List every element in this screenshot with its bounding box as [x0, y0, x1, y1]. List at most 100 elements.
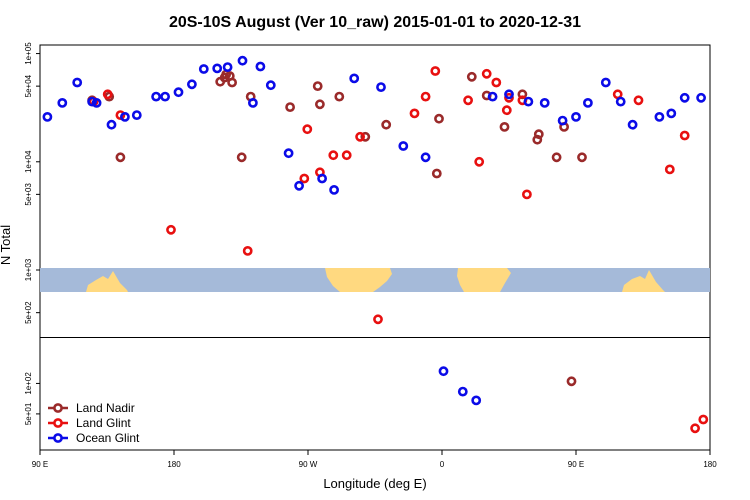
- y-upper-tick-label: 1e+05: [24, 42, 33, 65]
- land-glint-point: [373, 314, 383, 325]
- land-nadir-point: [215, 76, 226, 87]
- land-nadir-point: [566, 376, 577, 387]
- land-nadir-point: [236, 152, 247, 163]
- legend-label-land-glint: Land Glint: [76, 416, 131, 430]
- ocean-glint-point: [91, 98, 102, 108]
- ocean-glint-point: [186, 79, 197, 90]
- x-tick-label: 180: [167, 460, 181, 469]
- ocean-glint-point: [151, 91, 161, 102]
- data-points: [42, 55, 709, 434]
- land-glint-point: [474, 156, 485, 167]
- ocean-glint-point: [487, 91, 498, 102]
- ocean-glint-point: [696, 92, 706, 103]
- ocean-glint-point: [237, 55, 248, 66]
- land-glint-point: [420, 91, 431, 102]
- ocean-glint-point: [615, 96, 626, 107]
- land-glint-point: [491, 77, 502, 88]
- x-tick-label: 180: [703, 460, 717, 469]
- land-nadir-point: [381, 119, 392, 130]
- ocean-glint-point: [212, 63, 223, 74]
- ocean-glint-point: [571, 112, 581, 122]
- map-land-australia-left: [86, 271, 128, 292]
- legend-marker-ocean-glint: [53, 433, 63, 443]
- ocean-glint-point: [57, 98, 68, 108]
- ocean-glint-point: [349, 73, 360, 84]
- ocean-glint-point: [398, 141, 409, 151]
- ocean-glint-point: [457, 386, 468, 397]
- legend-label-ocean-glint: Ocean Glint: [76, 431, 140, 445]
- x-axis-label: Longitude (deg E): [323, 476, 426, 491]
- ocean-glint-point: [173, 87, 184, 98]
- land-glint-point: [242, 245, 253, 256]
- land-glint-point: [698, 414, 709, 425]
- ocean-glint-point: [131, 110, 142, 120]
- land-glint-point: [341, 150, 352, 161]
- ocean-glint-point: [627, 119, 638, 130]
- ocean-glint-point: [523, 96, 534, 107]
- ocean-glint-point: [265, 80, 276, 91]
- land-glint-point: [409, 108, 420, 119]
- land-nadir-point: [499, 122, 510, 132]
- y-axis-label: N Total: [0, 225, 13, 265]
- land-glint-point: [102, 89, 113, 100]
- ocean-glint-point: [471, 395, 482, 406]
- ocean-glint-point: [329, 184, 339, 195]
- chart-title: 20S-10S August (Ver 10_raw) 2015-01-01 t…: [169, 14, 581, 31]
- y-axis-upper: 1e+05 5e+04 1e+04 5e+03 1e+03: [24, 42, 40, 281]
- land-nadir-point: [334, 91, 345, 102]
- ocean-glint-point: [198, 64, 209, 74]
- world-map-strip: [40, 268, 710, 292]
- map-land-africa: [457, 268, 511, 292]
- land-nadir-point: [466, 71, 477, 82]
- plot-area: [39, 44, 711, 451]
- land-glint-point: [299, 173, 310, 184]
- ocean-glint-point: [120, 112, 130, 122]
- ocean-glint-point: [438, 366, 449, 377]
- land-glint-point: [166, 224, 176, 235]
- ocean-glint-point: [72, 77, 83, 88]
- land-nadir-point: [285, 102, 295, 112]
- ocean-glint-point: [420, 152, 431, 163]
- land-nadir-point: [577, 152, 587, 163]
- ocean-glint-point: [106, 119, 117, 130]
- land-nadir-point: [312, 81, 323, 91]
- x-tick-label: 90 E: [32, 460, 48, 469]
- map-land-south-america: [325, 268, 392, 292]
- ocean-glint-point: [42, 112, 53, 122]
- land-glint-point: [690, 423, 700, 434]
- map-land-australia-right: [622, 270, 665, 292]
- ocean-glint-point: [539, 98, 550, 108]
- land-glint-point: [302, 124, 313, 135]
- ocean-glint-point: [87, 96, 97, 107]
- land-nadir-point: [431, 168, 442, 179]
- land-nadir-point: [551, 152, 562, 163]
- land-nadir-point: [360, 131, 371, 142]
- ocean-glint-point: [376, 82, 386, 92]
- ocean-glint-point: [294, 180, 304, 191]
- land-nadir-point: [532, 134, 543, 145]
- x-axis: 90 E 180 90 W 0 90 E 180: [32, 450, 717, 469]
- y-upper-tick-label: 5e+04: [24, 74, 33, 97]
- legend-label-land-nadir: Land Nadir: [76, 401, 135, 415]
- y-axis-lower: 5e+02 1e+02 5e+01: [24, 301, 40, 425]
- y-lower-tick-label: 5e+02: [24, 301, 33, 324]
- land-glint-point: [504, 92, 514, 103]
- land-glint-point: [633, 95, 644, 106]
- x-tick-label: 90 E: [568, 460, 584, 469]
- land-glint-point: [430, 66, 441, 76]
- ocean-glint-point: [222, 62, 233, 72]
- ocean-glint-point: [247, 98, 258, 108]
- y-lower-tick-label: 1e+02: [24, 372, 33, 395]
- ocean-glint-point: [283, 148, 294, 159]
- land-glint-point: [522, 189, 532, 200]
- ocean-glint-point: [679, 92, 690, 103]
- land-glint-point: [463, 95, 473, 106]
- ocean-glint-point: [583, 98, 593, 108]
- ocean-glint-point: [317, 173, 327, 184]
- ocean-glint-point: [654, 112, 665, 122]
- y-lower-tick-label: 5e+01: [24, 402, 33, 425]
- land-glint-point: [679, 130, 690, 141]
- legend-marker-land-nadir: [53, 403, 63, 413]
